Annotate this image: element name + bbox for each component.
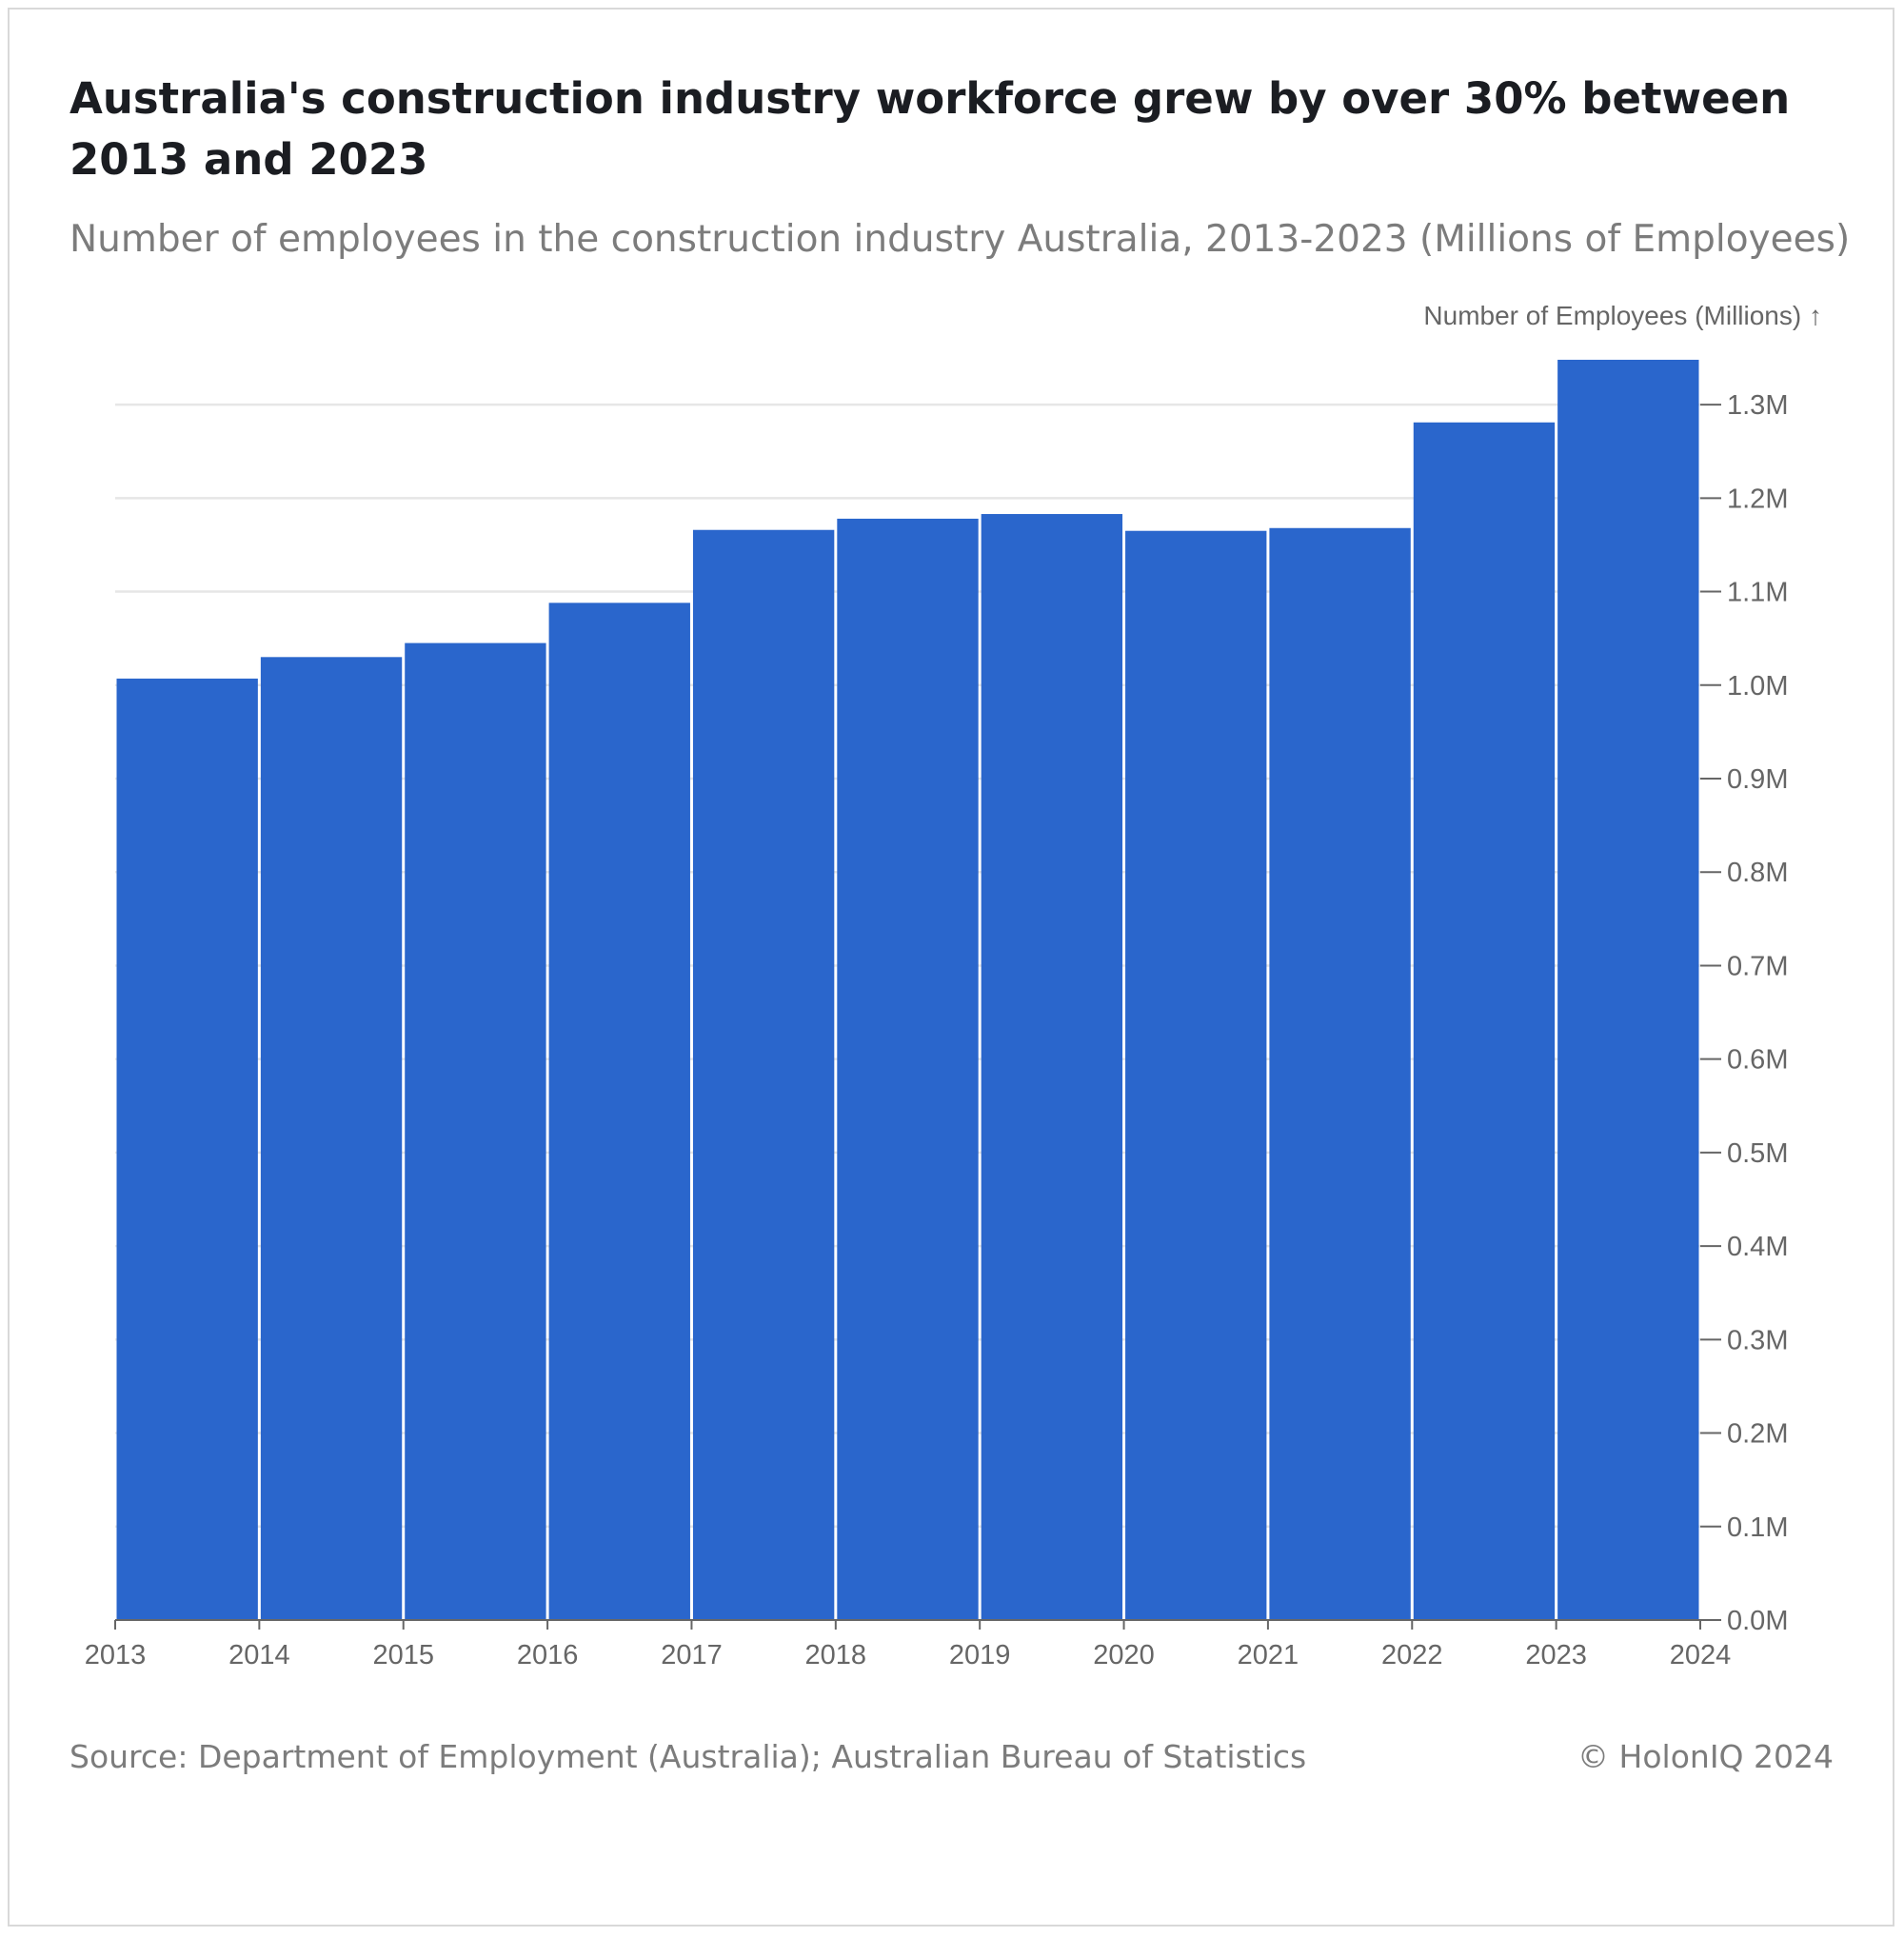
y-tick-label: 0.5M [1727,1138,1788,1169]
y-tick-label: 0.6M [1727,1045,1788,1076]
x-tick-label: 2024 [1670,1640,1732,1670]
y-tick-label: 0.2M [1727,1419,1788,1450]
y-tick-label: 0.4M [1727,1232,1788,1262]
y-tick-label: 0.1M [1727,1512,1788,1543]
bar-2021 [1269,527,1411,1621]
bar-2019 [981,514,1123,1620]
x-tick-label: 2019 [949,1640,1011,1670]
y-tick-label: 1.2M [1727,484,1788,514]
copyright-note: © HolonIQ 2024 [1577,1738,1834,1775]
bar-2018 [837,518,979,1621]
x-tick-label: 2020 [1093,1640,1155,1670]
chart-title: Australia's construction industry workfo… [69,73,1791,185]
y-tick-label: 0.3M [1727,1325,1788,1355]
x-tick-label: 2016 [517,1640,579,1670]
y-tick-label: 1.3M [1727,390,1788,421]
y-axis-label: Number of Employees (Millions) ↑ [1423,301,1822,330]
x-tick-label: 2017 [661,1640,723,1670]
x-tick-label: 2015 [372,1640,434,1670]
x-tick-label: 2013 [85,1640,147,1670]
chart-subtitle: Number of employees in the construction … [69,218,1851,261]
y-tick-label: 1.0M [1727,671,1788,702]
bar-2014 [260,657,403,1620]
x-tick-label: 2018 [805,1640,867,1670]
bar-2023 [1557,359,1699,1620]
x-tick-label: 2023 [1525,1640,1587,1670]
y-tick-label: 1.1M [1727,578,1788,608]
source-note: Source: Department of Employment (Austra… [69,1738,1307,1775]
bar-2015 [405,642,546,1620]
bar-2020 [1125,530,1267,1620]
axes: 2013 2014 2015 2016 2017 2018 2019 2020 2021 2022… [85,301,1822,1670]
y-tick-label: 0.7M [1727,951,1788,981]
bars [116,359,1699,1621]
bar-2016 [548,603,690,1620]
y-tick-label: 0.9M [1727,764,1788,795]
y-tick-label: 0.0M [1727,1606,1788,1636]
x-tick-label: 2021 [1238,1640,1299,1670]
x-tick-label: 2014 [228,1640,290,1670]
x-tick-label: 2022 [1381,1640,1443,1670]
bar-2022 [1413,422,1556,1621]
bar-2017 [692,529,835,1620]
bar-2013 [116,678,258,1620]
y-tick-label: 0.8M [1727,858,1788,888]
